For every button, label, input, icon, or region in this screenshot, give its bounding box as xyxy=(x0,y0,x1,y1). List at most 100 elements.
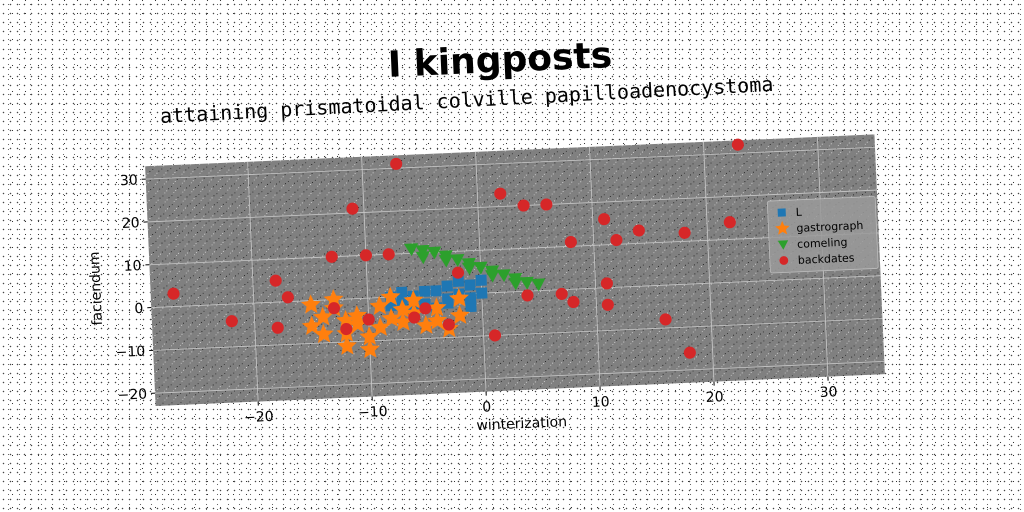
star-point xyxy=(301,315,322,335)
star-point xyxy=(300,294,321,314)
star-point xyxy=(393,311,413,332)
y-gridline xyxy=(155,360,885,394)
square-point xyxy=(465,300,477,313)
circle-point xyxy=(408,311,421,324)
star-point xyxy=(449,305,470,325)
triangle-down-point xyxy=(426,246,442,260)
circle-point xyxy=(521,289,534,302)
circle-point xyxy=(269,274,282,287)
circle-point xyxy=(659,313,672,326)
circle-point xyxy=(683,346,696,359)
y-tick-label: 0 xyxy=(134,301,144,317)
triangle-down-point xyxy=(508,277,523,291)
circle-point xyxy=(488,329,502,342)
circle-point xyxy=(517,199,530,212)
circle-point xyxy=(678,226,691,239)
x-tick-label: 0 xyxy=(482,399,492,415)
square-point xyxy=(464,279,476,291)
triangle-down-point xyxy=(519,276,534,290)
circle-point xyxy=(346,202,359,215)
triangle-down-point xyxy=(415,244,430,258)
square-point xyxy=(442,297,454,309)
circle-point xyxy=(600,277,613,290)
circle-point xyxy=(451,266,465,279)
triangle-down-point xyxy=(496,269,511,283)
circle-point xyxy=(564,235,577,249)
circle-point xyxy=(325,250,338,263)
star-point xyxy=(313,323,334,344)
square-point xyxy=(430,285,442,297)
circle-point xyxy=(601,298,614,311)
circle-point xyxy=(442,318,455,331)
y-tick-label: −20 xyxy=(117,387,147,404)
triangle-down-point xyxy=(438,254,453,268)
circle-point xyxy=(610,234,623,247)
triangle-down-point xyxy=(485,269,500,283)
circle-point xyxy=(567,295,580,309)
circle-point xyxy=(723,216,736,229)
star-point xyxy=(347,313,368,333)
circle-point xyxy=(362,313,375,326)
star-point xyxy=(426,297,447,317)
circle-point xyxy=(731,138,744,151)
y-tick-label: 30 xyxy=(120,172,139,189)
x-tick-label: −20 xyxy=(244,409,274,426)
star-point xyxy=(370,317,391,337)
x-tick-label: −10 xyxy=(358,404,388,421)
star-point xyxy=(449,287,469,308)
circle-point xyxy=(540,198,553,211)
square-point xyxy=(418,285,431,298)
legend-marker xyxy=(777,208,786,217)
legend-label: backdates xyxy=(798,251,855,266)
star-point xyxy=(380,286,401,306)
circle-point xyxy=(632,224,645,237)
series-backdates xyxy=(167,138,744,359)
square-point xyxy=(452,275,465,288)
circle-point xyxy=(327,302,341,315)
square-point xyxy=(476,287,488,299)
star-point xyxy=(335,310,356,330)
square-point xyxy=(464,292,477,304)
circle-point xyxy=(382,248,395,261)
triangle-down-point xyxy=(450,254,465,268)
legend-box xyxy=(766,196,879,274)
y-gridline xyxy=(153,318,883,351)
triangle-down-point xyxy=(473,261,488,275)
star-point xyxy=(359,326,380,346)
legend-label: comeling xyxy=(797,236,848,251)
circle-point xyxy=(359,249,372,262)
circle-point xyxy=(225,315,238,328)
square-point xyxy=(441,280,453,292)
circle-point xyxy=(390,157,403,170)
x-axis-label: winterization xyxy=(476,414,567,434)
circle-point xyxy=(598,213,611,226)
circle-point xyxy=(340,323,353,336)
legend-marker xyxy=(779,256,789,265)
y-tick-label: −10 xyxy=(115,344,145,361)
star-point xyxy=(359,339,380,359)
star-point xyxy=(403,289,424,310)
triangle-down-point xyxy=(403,243,419,257)
square-point xyxy=(475,274,487,287)
y-tick-label: 10 xyxy=(123,258,142,275)
triangle-down-point xyxy=(531,278,546,292)
star-point xyxy=(347,305,367,325)
star-point xyxy=(381,308,402,328)
circle-point xyxy=(494,187,507,200)
star-point xyxy=(323,289,344,309)
y-gridline xyxy=(151,275,881,308)
square-point xyxy=(396,286,408,299)
x-gridline xyxy=(247,161,259,402)
circle-point xyxy=(555,287,568,300)
star-point xyxy=(427,310,448,330)
plot-noise xyxy=(145,134,885,407)
y-gridline xyxy=(149,232,879,266)
y-tick-label: 20 xyxy=(121,215,140,232)
y-gridline xyxy=(145,146,876,180)
star-point xyxy=(337,335,357,355)
legend-label: gastrograph xyxy=(796,219,864,235)
triangle-down-point xyxy=(461,262,477,276)
x-tick-label: 20 xyxy=(705,389,724,406)
